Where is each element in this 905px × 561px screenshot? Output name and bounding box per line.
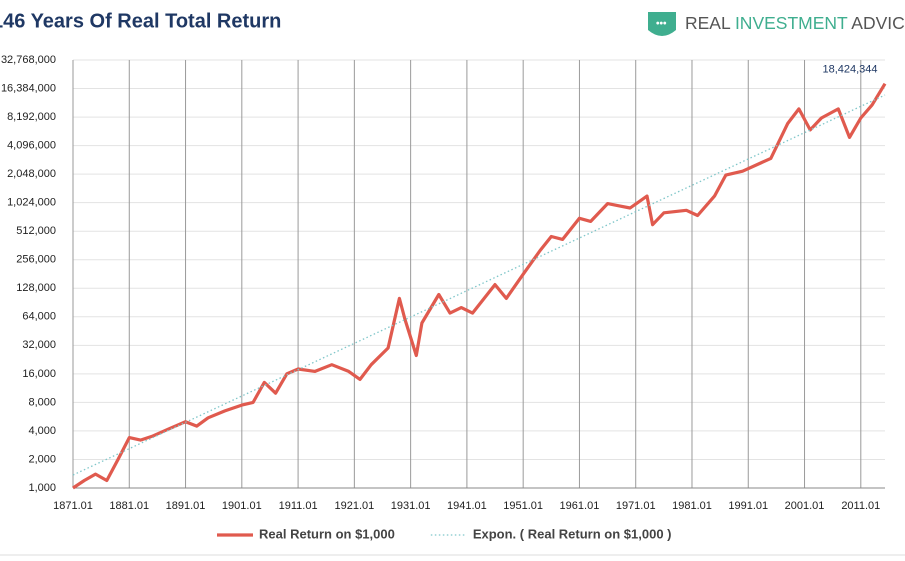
y-tick-label: 32,768,000 xyxy=(1,54,56,66)
chart-title: 146 Years Of Real Total Return xyxy=(0,10,281,32)
brand-part: ADVICE xyxy=(847,13,905,33)
y-tick-label: 8,000 xyxy=(28,396,56,408)
y-tick-label: 256,000 xyxy=(16,254,56,266)
x-tick-label: 1941.01 xyxy=(447,500,487,512)
data-label: 18,424,344 xyxy=(822,64,877,76)
logo-dots: ••• xyxy=(656,19,667,30)
y-tick-label: 16,000 xyxy=(22,368,56,380)
brand-part: REAL xyxy=(685,13,735,33)
legend-label: Expon. ( Real Return on $1,000 ) xyxy=(473,526,672,541)
x-tick-label: 2001.01 xyxy=(785,500,825,512)
y-tick-label: 4,096,000 xyxy=(7,140,56,152)
x-tick-label: 1971.01 xyxy=(616,500,656,512)
y-tick-label: 2,048,000 xyxy=(7,168,56,180)
x-tick-label: 1921.01 xyxy=(334,500,374,512)
brand-logo: ••• REAL INVESTMENT ADVICE xyxy=(648,12,905,36)
x-tick-label: 1901.01 xyxy=(222,500,262,512)
x-tick-label: 2011.01 xyxy=(841,500,880,512)
y-tick-label: 32,000 xyxy=(22,339,56,351)
y-tick-label: 2,000 xyxy=(28,453,56,465)
x-tick-label: 1891.01 xyxy=(166,500,206,512)
x-tick-label: 1991.01 xyxy=(728,500,768,512)
y-tick-label: 1,024,000 xyxy=(7,197,56,209)
y-tick-label: 8,192,000 xyxy=(7,111,56,123)
logo-shield xyxy=(648,12,676,36)
y-tick-label: 128,000 xyxy=(16,282,56,294)
y-tick-label: 512,000 xyxy=(16,225,56,237)
x-tick-label: 1961.01 xyxy=(560,500,600,512)
legend-label: Real Return on $1,000 xyxy=(259,526,395,541)
y-tick-label: 64,000 xyxy=(22,311,56,323)
y-tick-label: 1,000 xyxy=(28,482,56,494)
x-tick-label: 1981.01 xyxy=(672,500,712,512)
brand-name: REAL INVESTMENT ADVICE xyxy=(685,13,905,33)
trend-line xyxy=(72,94,886,476)
x-tick-label: 1931.01 xyxy=(391,500,431,512)
y-tick-label: 16,384,000 xyxy=(1,82,56,94)
x-tick-label: 1911.01 xyxy=(279,500,318,512)
data-line xyxy=(72,82,887,490)
x-tick-label: 1951.01 xyxy=(503,500,543,512)
y-tick-label: 4,000 xyxy=(28,425,56,437)
x-tick-label: 1871.01 xyxy=(53,500,93,512)
x-tick-label: 1881.01 xyxy=(109,500,149,512)
brand-part: INVESTMENT xyxy=(735,13,848,33)
